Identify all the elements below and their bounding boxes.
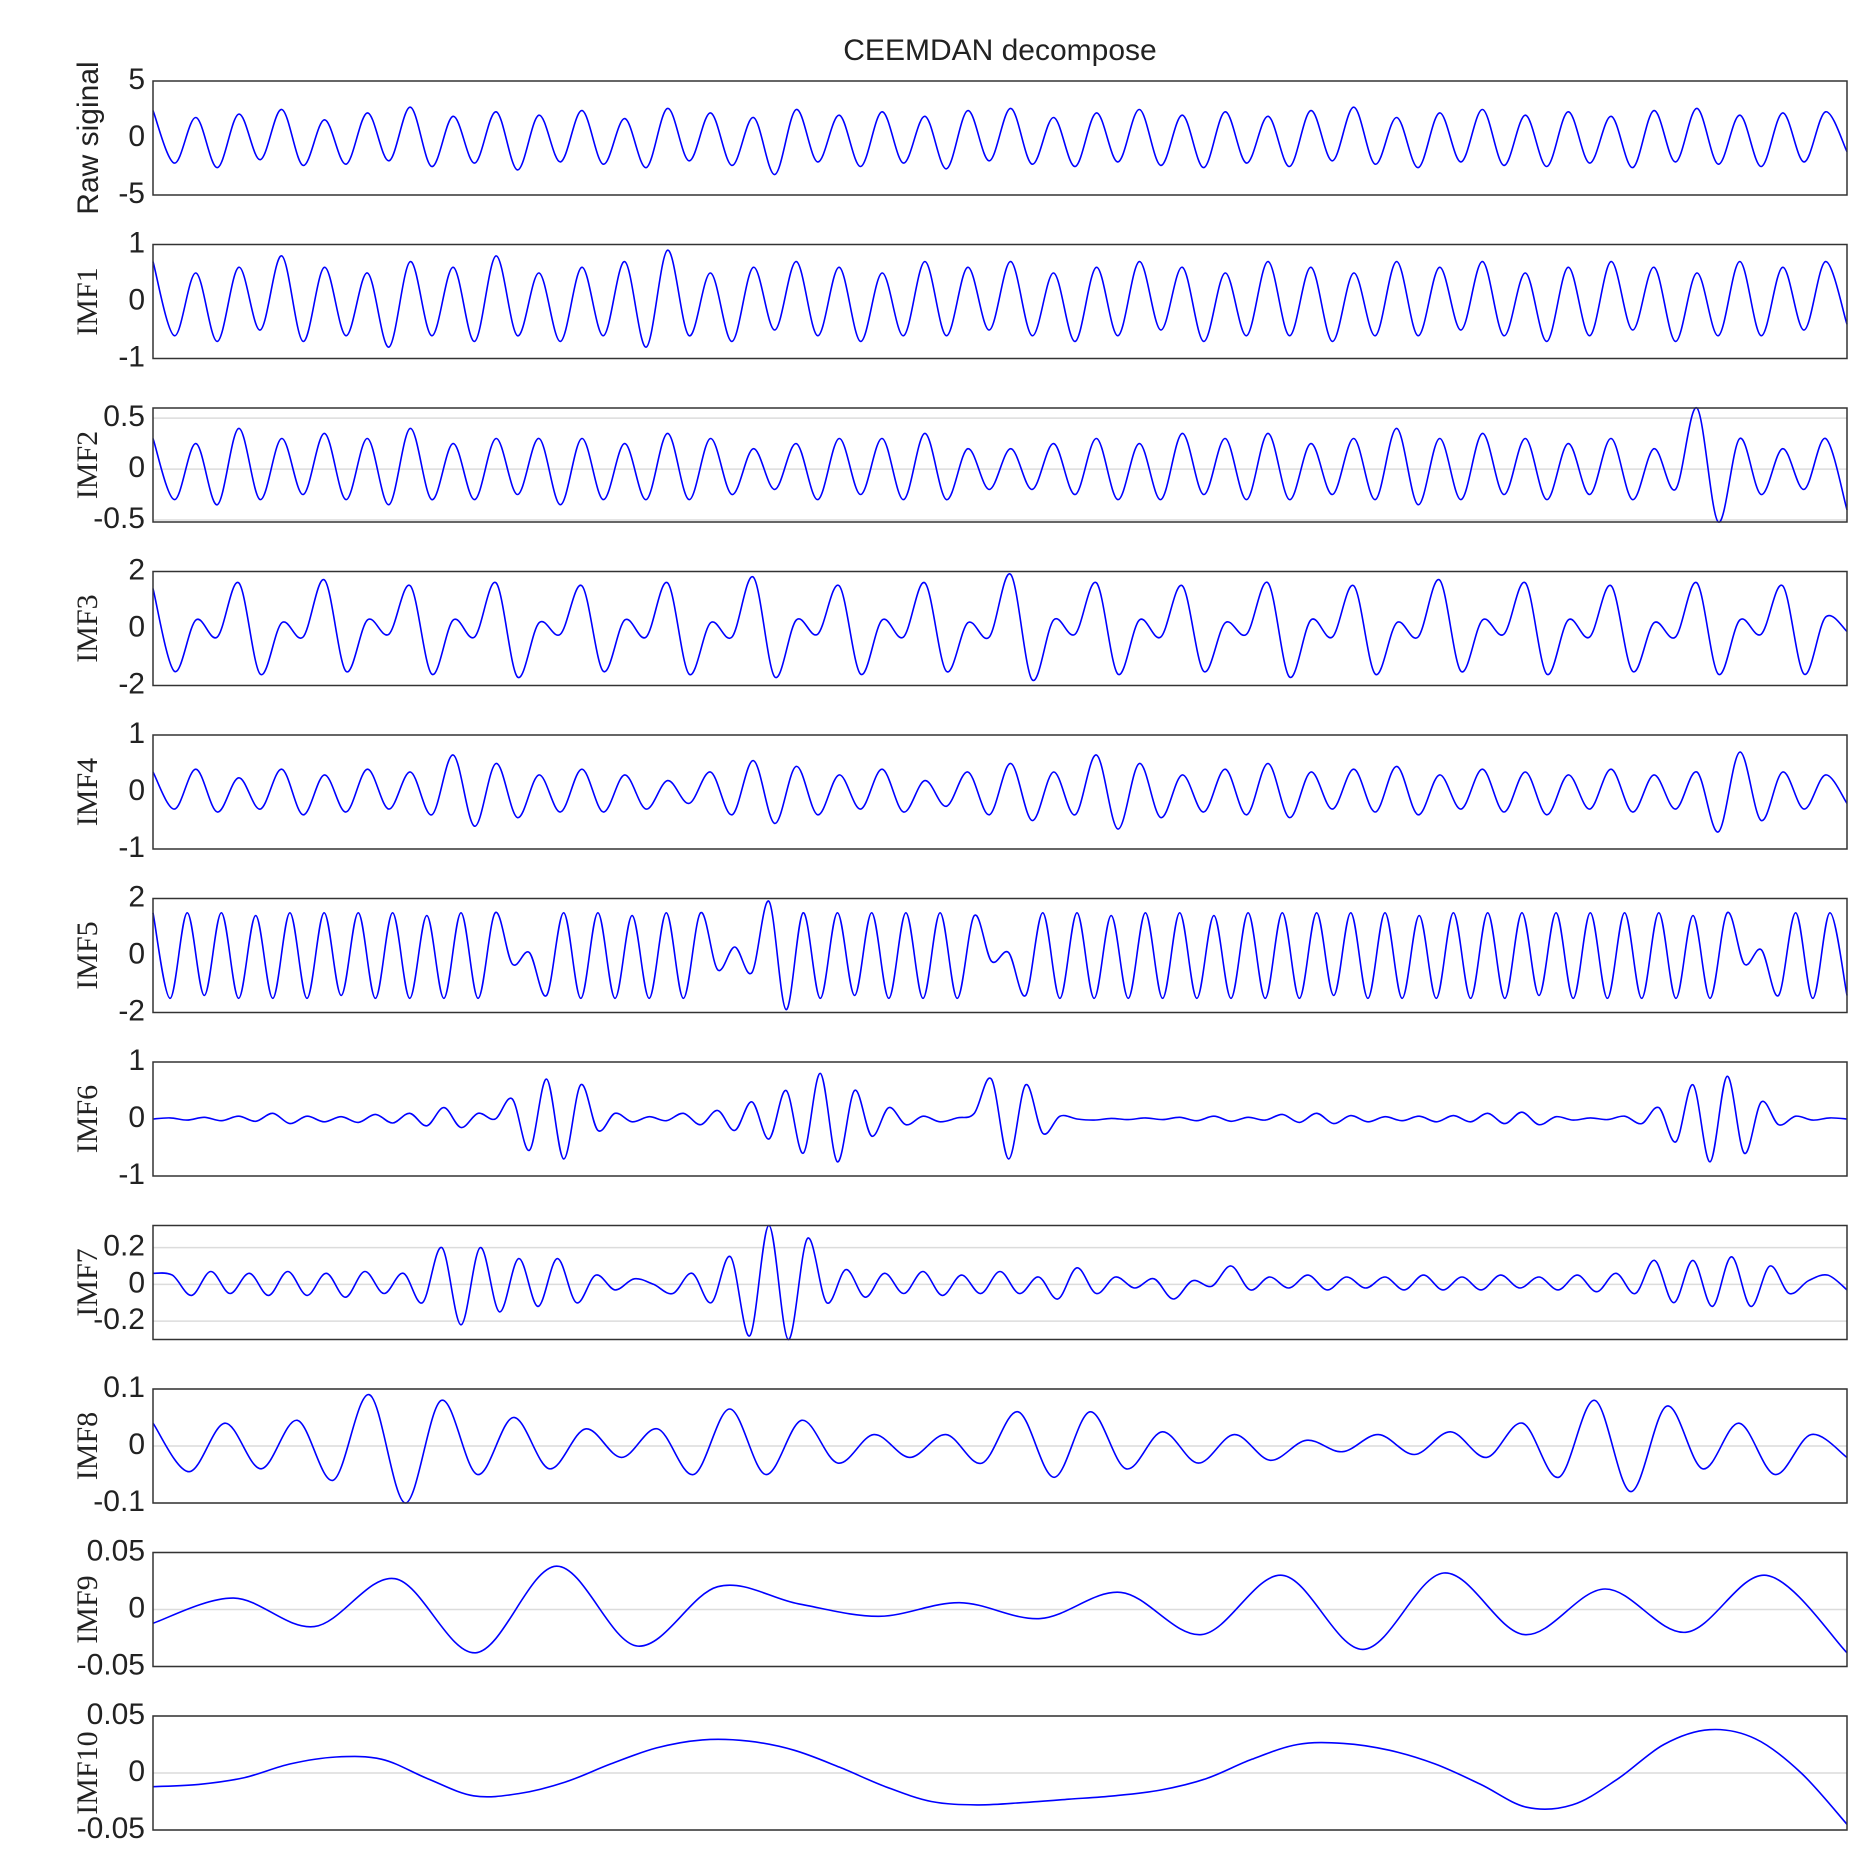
y-tick-label: 1 [128, 717, 145, 750]
y-axis-label: IMF10 [71, 1731, 104, 1814]
signal-line [152, 1393, 1848, 1504]
y-axis-label: IMF4 [71, 758, 104, 826]
axes-box [152, 1551, 1848, 1668]
signal-line [152, 1728, 1848, 1825]
y-axis-label: IMF2 [71, 431, 104, 499]
signal-line [152, 573, 1848, 681]
signal-line [152, 249, 1848, 348]
y-tick-label: -0.5 [93, 502, 145, 535]
signal-line [152, 751, 1848, 833]
y-tick-label: -0.1 [93, 1485, 145, 1518]
y-axis-label: Raw siginal [72, 61, 105, 214]
signal-line [152, 1565, 1848, 1654]
axes-box [152, 734, 1848, 850]
y-axis-label: IMF1 [71, 267, 104, 335]
y-tick-label: 0 [128, 937, 145, 970]
y-axis-label: IMF8 [71, 1412, 104, 1480]
y-tick-label: 0 [128, 774, 145, 807]
y-tick-label: -2 [118, 667, 145, 700]
y-tick-label: 0 [128, 283, 145, 316]
y-tick-label: 2 [128, 553, 145, 586]
y-axis-label: IMF6 [71, 1085, 104, 1153]
y-tick-label: 1 [128, 1044, 145, 1077]
y-tick-label: 0 [128, 1591, 145, 1624]
axes-box [152, 897, 1848, 1014]
y-tick-label: 0.1 [103, 1371, 145, 1404]
axes-box [152, 1061, 1848, 1177]
y-axis-label: IMF7 [71, 1248, 104, 1316]
signal-line [152, 1224, 1848, 1341]
axes-box [152, 1388, 1848, 1504]
y-tick-label: 0.05 [87, 1534, 145, 1567]
y-tick-label: -5 [118, 177, 145, 210]
axes-box [152, 1224, 1848, 1341]
y-axis-label: IMF3 [71, 594, 104, 662]
y-tick-label: 0 [128, 451, 145, 484]
y-tick-label: -0.2 [93, 1303, 145, 1336]
y-tick-label: -0.05 [77, 1812, 145, 1845]
axes-box [152, 407, 1848, 523]
y-tick-label: -2 [118, 994, 145, 1027]
y-tick-label: 0.2 [103, 1229, 145, 1262]
y-tick-label: 0 [128, 120, 145, 153]
signal-line [152, 407, 1848, 523]
signal-line [152, 1072, 1848, 1163]
y-axis-label: IMF9 [71, 1575, 104, 1643]
y-tick-label: -1 [118, 831, 145, 864]
y-tick-label: 0.05 [87, 1698, 145, 1731]
chart-title: CEEMDAN decompose [843, 34, 1156, 67]
axes-box [152, 1715, 1848, 1831]
y-axis-label: IMF5 [71, 921, 104, 989]
y-tick-label: -1 [118, 340, 145, 373]
y-tick-label: 0 [128, 1755, 145, 1788]
axes-box [152, 80, 1848, 196]
y-tick-label: 5 [128, 63, 145, 96]
y-tick-label: 1 [128, 226, 145, 259]
y-tick-label: 0 [128, 1428, 145, 1461]
signal-line [152, 900, 1848, 1011]
axes-box [152, 570, 1848, 687]
y-tick-label: 0 [128, 610, 145, 643]
y-tick-label: -0.05 [77, 1648, 145, 1681]
y-tick-label: 0 [128, 1101, 145, 1134]
y-tick-label: 0.5 [103, 400, 145, 433]
signal-line [152, 106, 1848, 176]
y-tick-label: 2 [128, 880, 145, 913]
axes-box [152, 243, 1848, 360]
y-tick-label: -1 [118, 1158, 145, 1191]
y-tick-label: 0 [128, 1266, 145, 1299]
